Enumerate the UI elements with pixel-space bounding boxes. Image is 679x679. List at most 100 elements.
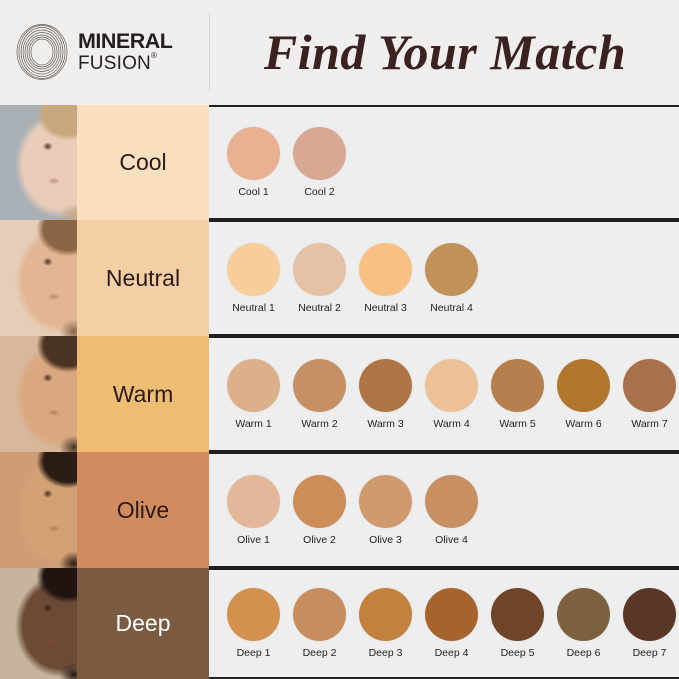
shade-family-label-text: Warm — [112, 380, 174, 407]
shade-swatch-color[interactable] — [227, 127, 280, 180]
model-photo-cool — [0, 105, 77, 220]
swatch-group: Cool 1 Cool 2 — [225, 127, 357, 198]
shade-swatch[interactable]: Warm 2 — [291, 358, 348, 430]
swatch-group: Olive 1 Olive 2 Olive 3 Olive 4 — [225, 474, 489, 546]
page-header: MINERAL FUSION® Find Your Match — [0, 0, 679, 104]
shade-swatch-color[interactable] — [557, 358, 610, 412]
shade-swatch[interactable]: Olive 2 — [291, 474, 348, 546]
shade-family-label-deep: Deep — [77, 568, 209, 679]
shade-swatch-color[interactable] — [293, 242, 346, 296]
shade-swatch-label: Olive 3 — [369, 533, 402, 546]
shade-swatch-color[interactable] — [227, 474, 280, 528]
shade-swatch[interactable]: Deep 5 — [489, 588, 546, 659]
swatch-panel-deep: Deep 1 Deep 2 Deep 3 Deep 4 Deep 5 Deep 6 Deep… — [209, 568, 679, 679]
shade-swatch[interactable]: Warm 1 — [225, 358, 282, 430]
shade-swatch[interactable]: Deep 3 — [357, 588, 414, 659]
shade-row-olive: Olive Olive 1 Olive 2 Olive 3 Olive 4 — [0, 452, 679, 568]
shade-row-cool: Cool Cool 1 Cool 2 — [0, 105, 679, 220]
shade-swatch-label: Olive 4 — [435, 533, 468, 546]
shade-swatch[interactable]: Warm 5 — [489, 358, 546, 430]
shade-swatch-color[interactable] — [359, 242, 412, 296]
shade-swatch-color[interactable] — [227, 358, 280, 412]
shade-swatch[interactable]: Deep 7 — [621, 588, 678, 659]
shade-row-neutral: Neutral Neutral 1 Neutral 2 Neutral 3 Neutra… — [0, 220, 679, 336]
shade-swatch-label: Deep 2 — [302, 647, 337, 659]
shade-swatch-label: Deep 3 — [368, 647, 403, 659]
shade-swatch-color[interactable] — [359, 358, 412, 412]
shade-swatch[interactable]: Warm 7 — [621, 358, 678, 430]
shade-swatch[interactable]: Olive 4 — [423, 474, 480, 546]
shade-swatch-label: Deep 1 — [236, 647, 271, 659]
shade-swatch-label: Neutral 2 — [298, 301, 341, 314]
shade-swatch-color[interactable] — [425, 474, 478, 528]
shade-swatch[interactable]: Olive 1 — [225, 474, 282, 546]
shade-swatch-label: Deep 7 — [632, 647, 667, 659]
concentric-rings-icon — [14, 24, 70, 80]
shade-family-label-cool: Cool — [77, 105, 209, 220]
swatch-group: Deep 1 Deep 2 Deep 3 Deep 4 Deep 5 Deep 6 Deep… — [225, 588, 679, 659]
model-photo-olive — [0, 452, 77, 568]
shade-swatch-label: Warm 6 — [565, 417, 602, 430]
shade-swatch-label: Warm 4 — [433, 417, 470, 430]
shade-swatch-label: Neutral 3 — [364, 301, 407, 314]
shade-swatch-label: Neutral 1 — [232, 301, 275, 314]
shade-swatch-color[interactable] — [293, 358, 346, 412]
shade-family-label-text: Deep — [115, 610, 171, 636]
shade-swatch[interactable]: Olive 3 — [357, 474, 414, 546]
shade-swatch-label: Deep 5 — [500, 647, 535, 659]
swatch-group: Neutral 1 Neutral 2 Neutral 3 Neutral 4 — [225, 242, 489, 314]
model-photo-neutral — [0, 220, 77, 336]
swatch-group: Warm 1 Warm 2 Warm 3 Warm 4 Warm 5 Warm 6 Warm… — [225, 358, 679, 430]
shade-family-label-neutral: Neutral — [77, 220, 209, 336]
shade-swatch[interactable]: Cool 2 — [291, 127, 348, 198]
swatch-panel-cool: Cool 1 Cool 2 — [209, 105, 679, 220]
shade-row-warm: Warm Warm 1 Warm 2 Warm 3 Warm 4 Warm 5 Warm 6… — [0, 336, 679, 452]
shade-swatch-label: Warm 3 — [367, 417, 404, 430]
brand-logo[interactable]: MINERAL FUSION® — [0, 0, 209, 104]
shade-swatch[interactable]: Deep 6 — [555, 588, 612, 659]
shade-swatch-color[interactable] — [359, 588, 412, 641]
shade-family-label-text: Cool — [119, 149, 167, 175]
shade-swatch-label: Warm 1 — [235, 417, 272, 430]
shade-swatch-color[interactable] — [623, 358, 676, 412]
shade-swatch-color[interactable] — [359, 474, 412, 528]
shade-swatch[interactable]: Neutral 4 — [423, 242, 480, 314]
brand-name-line1: MINERAL — [78, 29, 173, 54]
shade-swatch[interactable]: Deep 4 — [423, 588, 480, 659]
shade-swatch-label: Cool 2 — [304, 186, 335, 198]
shade-swatch-label: Warm 7 — [631, 417, 668, 430]
shade-swatch-label: Warm 5 — [499, 417, 536, 430]
shade-swatch-color[interactable] — [293, 127, 346, 180]
shade-swatch-color[interactable] — [227, 242, 280, 296]
shade-swatch-color[interactable] — [227, 588, 280, 641]
shade-swatch[interactable]: Warm 6 — [555, 358, 612, 430]
shade-swatch[interactable]: Warm 4 — [423, 358, 480, 430]
shade-swatch[interactable]: Warm 3 — [357, 358, 414, 430]
shade-swatch-color[interactable] — [491, 358, 544, 412]
shade-swatch[interactable]: Neutral 1 — [225, 242, 282, 314]
shade-family-label-warm: Warm — [77, 336, 209, 452]
shade-swatch[interactable]: Deep 1 — [225, 588, 282, 659]
page-title: Find Your Match — [263, 24, 627, 80]
shade-swatch-color[interactable] — [491, 588, 544, 641]
shade-swatch[interactable]: Neutral 2 — [291, 242, 348, 314]
shade-swatch-label: Olive 1 — [237, 533, 270, 546]
shade-swatch-color[interactable] — [293, 474, 346, 528]
shade-swatch[interactable]: Cool 1 — [225, 127, 282, 198]
shade-swatch-label: Olive 2 — [303, 533, 336, 546]
swatch-panel-olive: Olive 1 Olive 2 Olive 3 Olive 4 — [209, 452, 679, 568]
shade-swatch[interactable]: Deep 2 — [291, 588, 348, 659]
shade-swatch-label: Cool 1 — [238, 186, 269, 198]
shade-swatch-color[interactable] — [425, 242, 478, 296]
shade-family-label-olive: Olive — [77, 452, 209, 568]
shade-family-label-text: Olive — [116, 496, 170, 523]
shade-swatch-color[interactable] — [623, 588, 676, 641]
shade-swatch-color[interactable] — [293, 588, 346, 641]
shade-swatch-label: Warm 2 — [301, 417, 338, 430]
shade-swatch[interactable]: Neutral 3 — [357, 242, 414, 314]
shade-swatch-color[interactable] — [425, 358, 478, 412]
shade-swatch-color[interactable] — [557, 588, 610, 641]
swatch-panel-neutral: Neutral 1 Neutral 2 Neutral 3 Neutral 4 — [209, 220, 679, 336]
shade-swatch-color[interactable] — [425, 588, 478, 641]
brand-name-line2: FUSION® — [78, 51, 158, 74]
